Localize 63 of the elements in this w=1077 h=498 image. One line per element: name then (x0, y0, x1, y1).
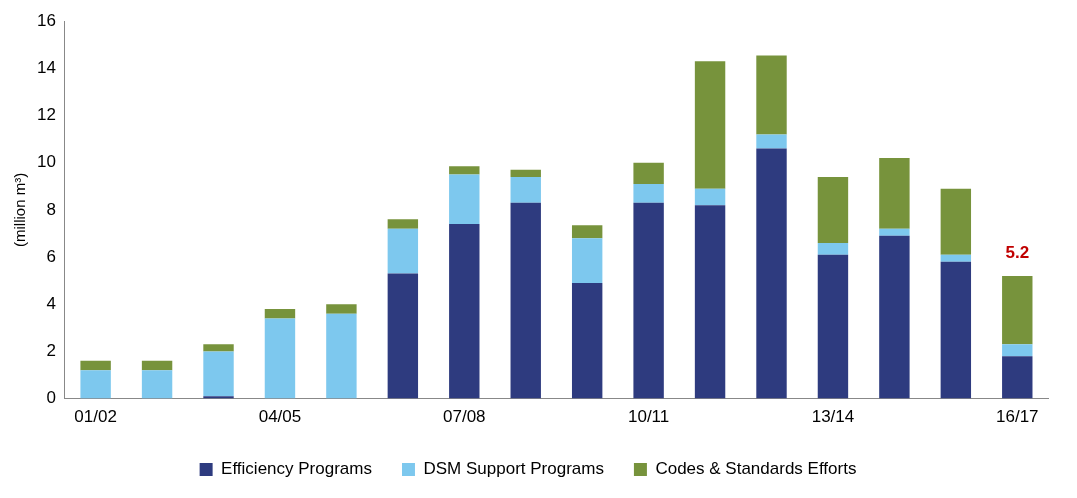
y-tick-label: 16 (36, 10, 56, 30)
x-tick-label: 16/17 (996, 407, 1039, 427)
bar (817, 254, 849, 399)
bar (264, 318, 296, 399)
bar (940, 261, 972, 399)
bar (817, 176, 849, 243)
y-tick-label: 4 (46, 293, 56, 313)
bar (510, 176, 541, 203)
x-tick-label: 10/11 (627, 407, 670, 427)
bar (879, 158, 910, 229)
bar (264, 308, 296, 319)
bar (326, 304, 357, 314)
y-tick-label: 10 (36, 152, 56, 172)
bar (633, 162, 664, 184)
bar (571, 238, 603, 284)
bar (571, 283, 603, 399)
bar (879, 235, 910, 399)
bar (510, 202, 541, 399)
bar (694, 205, 726, 399)
bar (571, 225, 603, 239)
bar (80, 370, 111, 399)
total-label: 5.2 (1005, 243, 1030, 263)
bar (510, 169, 541, 177)
y-tick-label: 2 (46, 341, 56, 361)
bar (449, 174, 480, 225)
bar (203, 344, 234, 352)
bar (449, 166, 480, 175)
bar (940, 188, 972, 255)
bar (387, 228, 419, 274)
y-tick-label: 6 (46, 246, 56, 266)
y-axis-title: (million m³) (11, 172, 29, 247)
x-tick-label: 13/14 (811, 407, 855, 427)
bar (326, 313, 357, 399)
x-tick-label: 04/05 (258, 407, 302, 427)
bar (633, 183, 664, 203)
bar (1002, 344, 1033, 357)
bar (80, 360, 111, 371)
bar (387, 219, 419, 229)
bar (756, 55, 787, 135)
bar (449, 224, 480, 399)
bar (879, 228, 910, 236)
bar (387, 273, 419, 399)
bar (756, 148, 787, 399)
bar (694, 188, 726, 206)
y-tick-label: 12 (36, 105, 56, 125)
y-tick-label: 14 (36, 58, 56, 78)
bar (141, 360, 173, 371)
bar (940, 254, 972, 262)
bar (633, 202, 664, 399)
x-tick-label: 07/08 (443, 407, 486, 427)
bar (1002, 356, 1033, 399)
bar (756, 134, 787, 149)
bar (817, 242, 849, 255)
bar (1002, 275, 1033, 345)
legend-label: Efficiency Programs (221, 459, 372, 479)
legend-label: DSM Support Programs (423, 459, 604, 479)
x-tick-label: 01/02 (74, 407, 117, 427)
bar (203, 351, 234, 397)
y-tick-label: 0 (46, 388, 56, 408)
legend-label: Codes & Standards Efforts (655, 459, 857, 479)
y-tick-label: 8 (46, 199, 56, 219)
bar (694, 61, 726, 189)
bar (141, 370, 173, 399)
